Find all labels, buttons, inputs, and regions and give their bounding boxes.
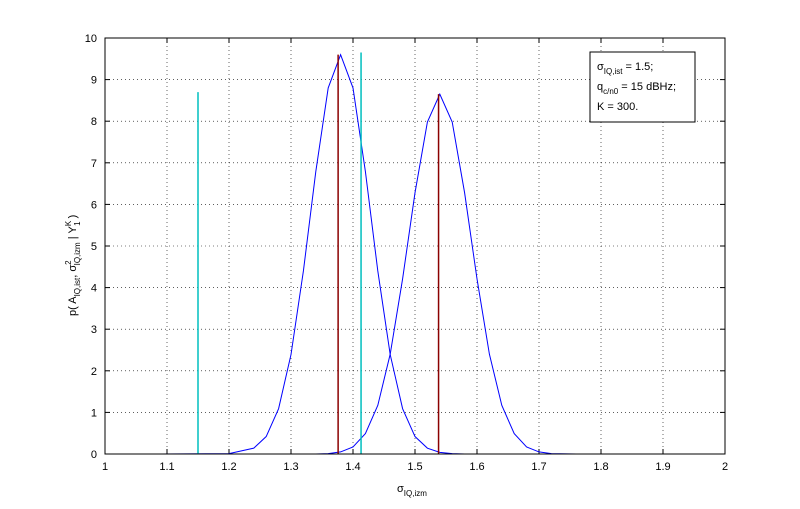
x-tick-label: 1.6: [469, 461, 484, 473]
x-axis-label: σIQ,izm: [397, 483, 427, 498]
label-part: σ: [597, 61, 604, 73]
y-tick-label: 5: [91, 241, 97, 253]
label-part: K: [64, 220, 73, 226]
x-tick-label: 1.2: [221, 461, 236, 473]
y-tick-label: 10: [85, 33, 97, 45]
x-tick-label: 1.4: [345, 461, 360, 473]
annotation-line: σIQ,ist = 1.5;: [597, 61, 653, 76]
y-tick-label: 0: [91, 449, 97, 461]
label-part: , σ: [67, 265, 79, 278]
y-tick-label: 1: [91, 407, 97, 419]
label-part: IQ,ist: [73, 277, 82, 296]
label-part: 1: [73, 221, 82, 226]
x-tick-label: 2: [722, 461, 728, 473]
x-tick-label: 1: [102, 461, 108, 473]
label-part: = 15 dBHz;: [618, 81, 676, 93]
x-tick-label: 1.5: [407, 461, 422, 473]
annotation-box: [589, 51, 696, 123]
annotation-line: qc/n0 = 15 dBHz;: [597, 81, 676, 96]
x-tick-label: 1.7: [531, 461, 546, 473]
y-tick-label: 8: [91, 116, 97, 128]
label-part: 2: [64, 260, 73, 265]
y-tick-label: 4: [91, 283, 97, 295]
y-tick-label: 7: [91, 158, 97, 170]
annotation-line: K = 300.: [597, 101, 638, 113]
label-part: ): [67, 215, 79, 222]
axes-box: [104, 37, 726, 455]
label-part: K = 300.: [597, 101, 638, 113]
x-tick-label: 1.9: [655, 461, 670, 473]
y-tick-label: 3: [91, 324, 97, 336]
y-tick-label: 9: [91, 75, 97, 87]
x-tick-label: 1.8: [593, 461, 608, 473]
label-part: IQ,izm: [73, 242, 82, 265]
label-part: = 1.5;: [622, 61, 653, 73]
y-axis-label: p( AIQ,ist, σ2IQ,izm | YK1 ): [64, 215, 82, 316]
label-part: IQ,ist: [604, 67, 623, 76]
y-tick-label: 2: [91, 366, 97, 378]
x-tick-label: 1.3: [283, 461, 298, 473]
label-part: p( A: [67, 296, 79, 316]
label-part: | Y: [67, 226, 79, 243]
label-part: σ: [397, 483, 404, 495]
label-part: IQ,izm: [404, 489, 427, 498]
x-tick-label: 1.1: [159, 461, 174, 473]
y-tick-label: 6: [91, 199, 97, 211]
label-part: c/n0: [603, 87, 619, 96]
label-part: q: [597, 81, 603, 93]
